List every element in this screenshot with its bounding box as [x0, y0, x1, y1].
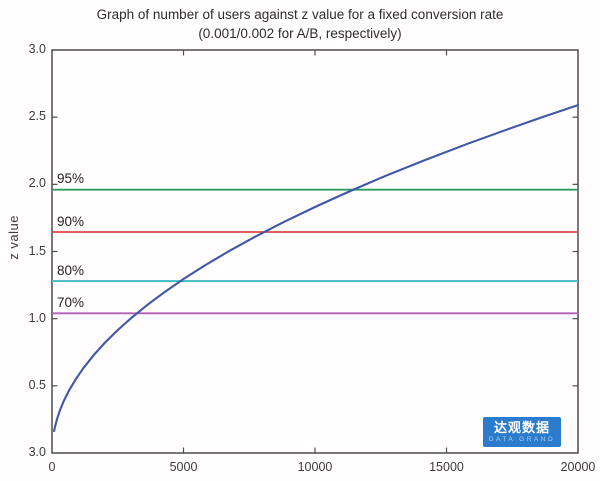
x-tick-label: 10000 — [297, 460, 333, 474]
logo-en-text: DATA GRAND — [488, 436, 556, 443]
x-tick-label: 15000 — [429, 460, 464, 474]
logo-cn-text: 达观数据 — [493, 420, 550, 435]
chart-title: Graph of number of users against z value… — [96, 7, 504, 22]
y-tick-label: 1.0 — [28, 310, 46, 325]
x-tick-label: 0 — [48, 460, 56, 474]
threshold-label-90: 90% — [57, 213, 85, 229]
y-tick-label: 1.5 — [28, 243, 46, 258]
y-tick-label: 3.0 — [28, 445, 46, 459]
users-curve — [53, 104, 580, 433]
datagrand-logo: 达观数据 DATA GRAND — [483, 417, 561, 447]
threshold-label-80: 80% — [57, 262, 85, 278]
y-tick-label: 2.5 — [28, 109, 46, 124]
y-tick-label: 2.0 — [28, 176, 46, 191]
x-tick-label: 20000 — [560, 460, 596, 474]
threshold-label-70: 70% — [57, 294, 85, 310]
plot-spines — [51, 49, 579, 454]
y-tick-label: 0.5 — [28, 377, 46, 392]
x-tick-label: 5000 — [169, 460, 198, 474]
y-tick-label: 3.0 — [28, 42, 46, 56]
threshold-label-95: 95% — [57, 171, 85, 187]
chart-subtitle: (0.001/0.002 for A/B, respectively) — [198, 26, 402, 41]
